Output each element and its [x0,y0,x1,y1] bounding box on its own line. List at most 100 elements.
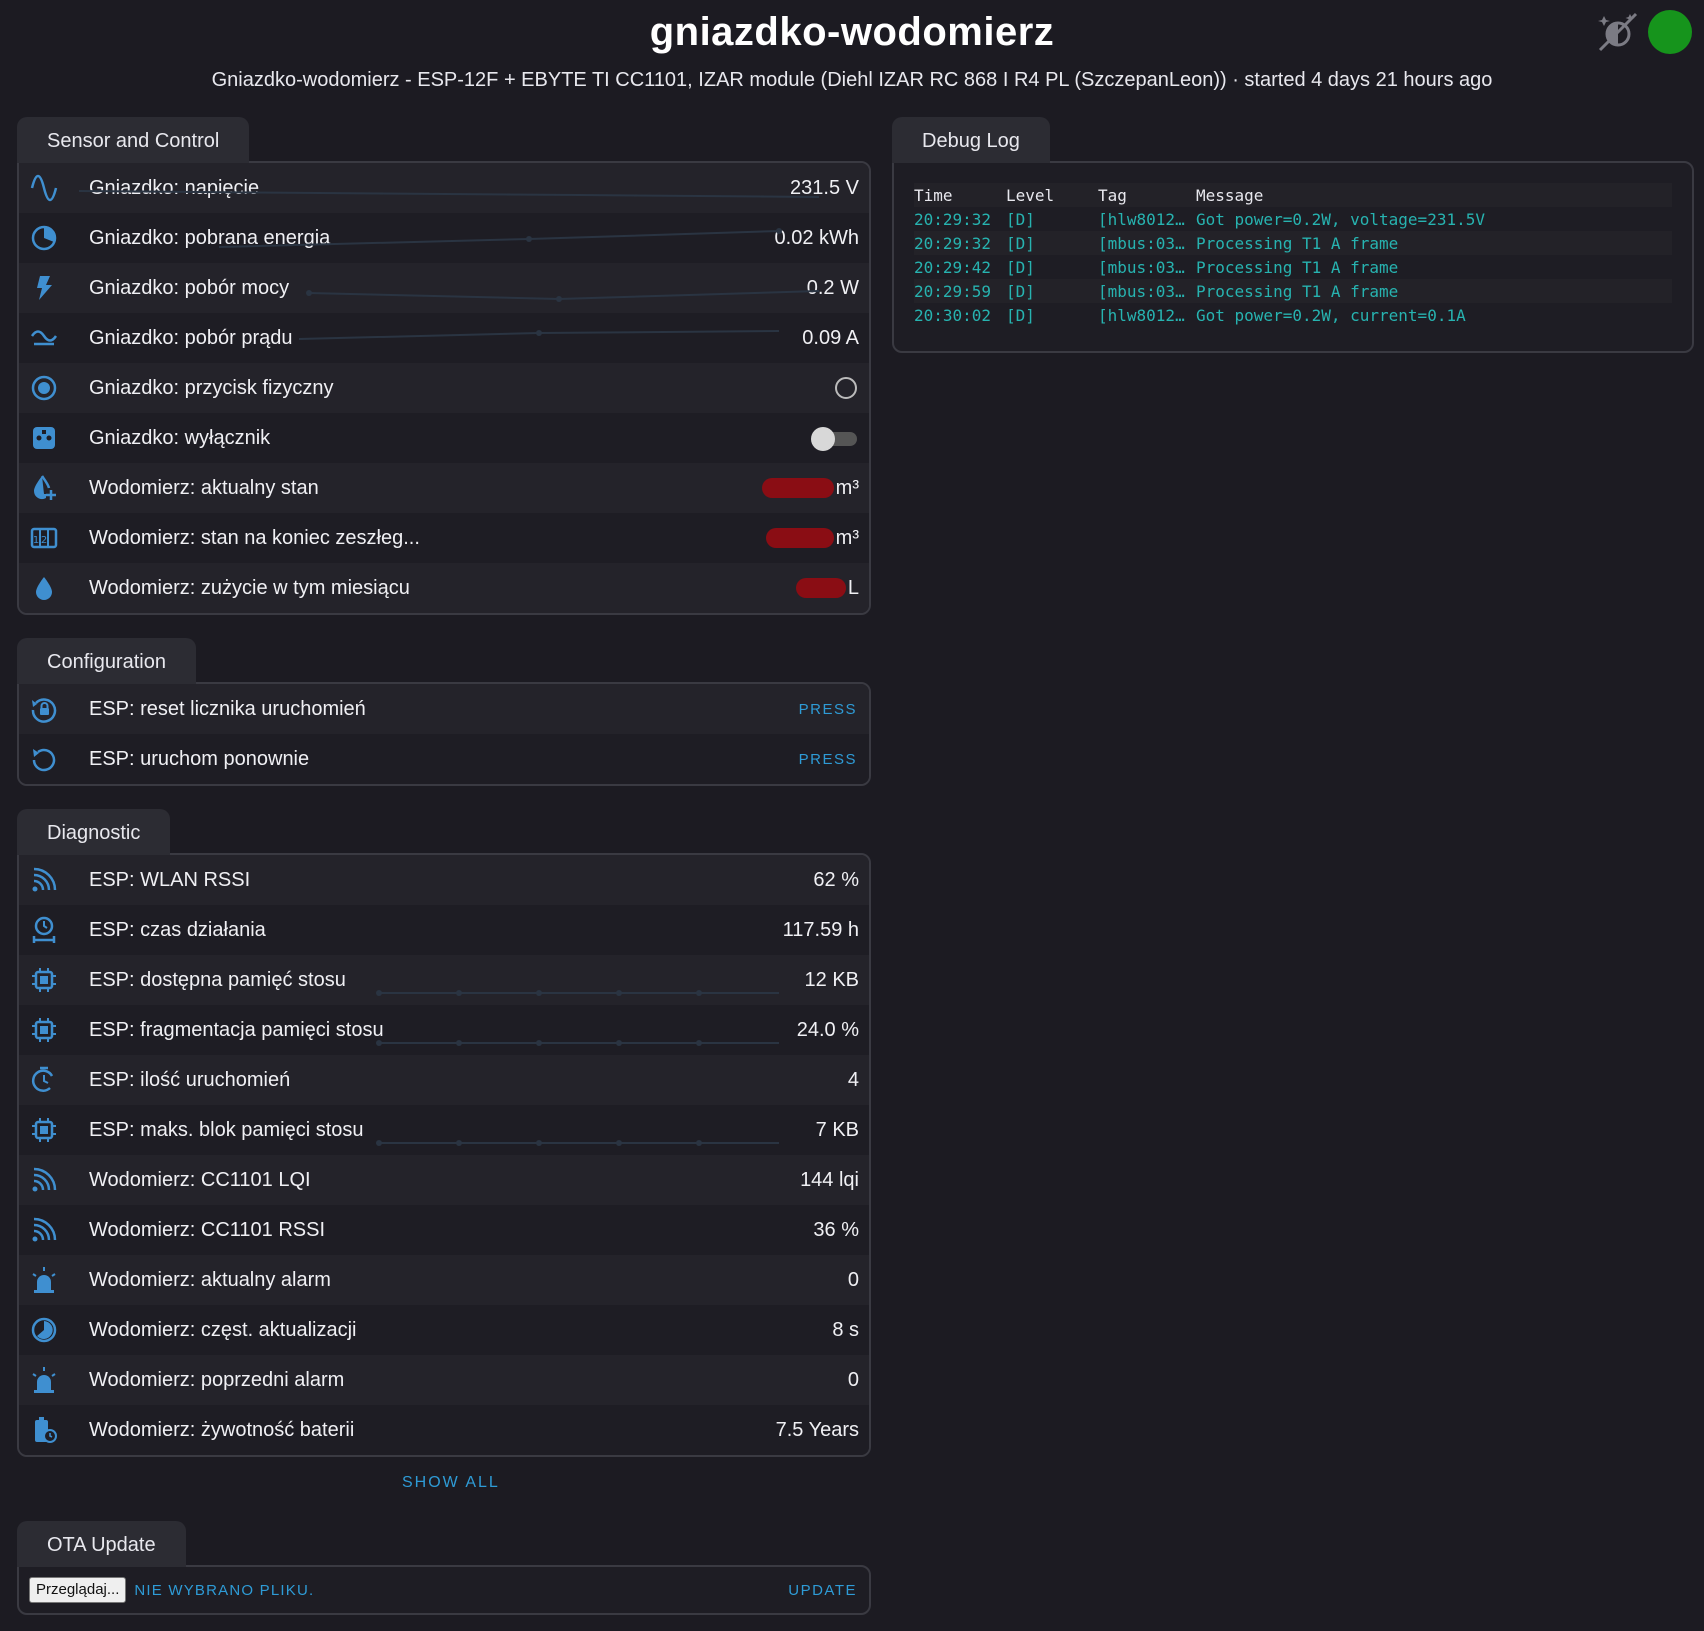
diagnostic-card: Diagnostic ESP: WLAN RSSI 62 % ESP: czas d… [17,809,871,1457]
redacted-value [765,528,834,548]
entity-value: 8 s [832,1318,859,1341]
log-time: 20:29:32 [914,209,992,229]
diagnostic-row[interactable]: Wodomierz: poprzedni alarm 0 [19,1355,869,1405]
diagnostic-row[interactable]: ESP: WLAN RSSI 62 % [19,855,869,905]
redacted-value [795,578,846,598]
entity-label: Gniazdko: pobór mocy [89,276,290,299]
entity-value: 231.5 V [790,176,859,199]
log-tag: [mbus:03… [1098,233,1185,253]
entity-label: Wodomierz: częst. aktualizacji [89,1318,357,1341]
no-file-selected-label: NIE WYBRANO PLIKU. [134,1581,315,1599]
log-level: [D] [1006,233,1035,253]
log-level: [D] [1006,209,1035,229]
entity-label: Wodomierz: poprzedni alarm [89,1368,345,1391]
update-button[interactable]: UPDATE [788,1581,857,1599]
diagnostic-row[interactable]: Wodomierz: żywotność baterii 7.5 Years [19,1405,869,1455]
log-tag: [mbus:03… [1098,281,1185,301]
debug-log-card: Debug Log Time Level Tag Message 20:29:3… [892,117,1694,353]
entity-label: Gniazdko: pobór prądu [89,326,293,349]
entity-value: 7.5 Years [775,1418,859,1441]
debug-log-table: Time Level Tag Message 20:29:32 [D] [hlw80… [914,183,1672,327]
chip-icon [29,1115,59,1145]
theme-toggle-icon[interactable] [1596,10,1640,54]
entity-row-voltage[interactable]: Gniazdko: napięcie 231.5 V [19,163,869,213]
power-socket-icon [29,423,59,453]
debug-log-panel: Time Level Tag Message 20:29:32 [D] [hlw80… [892,161,1694,353]
tab-configuration: Configuration [17,638,196,684]
press-button[interactable]: PRESS [798,750,857,768]
entity-label: Wodomierz: CC1101 LQI [89,1168,311,1191]
diagnostic-row[interactable]: Wodomierz: aktualny alarm 0 [19,1255,869,1305]
debug-log-row: 20:30:02 [D] [hlw8012… Got power=0.2W, curr… [914,303,1672,327]
entity-row-water-current[interactable]: Wodomierz: aktualny stan m³ [19,463,869,513]
diagnostic-row[interactable]: ESP: czas działania 117.59 h [19,905,869,955]
entity-label: Gniazdko: pobrana energia [89,226,331,249]
gauge-icon [29,223,59,253]
tab-sensor-control: Sensor and Control [17,117,250,163]
clock-icon [29,1315,59,1345]
tab-debug-log: Debug Log [892,117,1050,163]
entity-row-current[interactable]: Gniazdko: pobór prądu 0.09 A [19,313,869,363]
timer-refresh-icon [29,1065,59,1095]
chip-icon [29,965,59,995]
entity-label: Gniazdko: wyłącznik [89,426,271,449]
diagnostic-row[interactable]: ESP: maks. blok pamięci stosu 7 KB [19,1105,869,1155]
battery-clock-icon [29,1415,59,1445]
svg-text:1: 1 [33,535,39,546]
diagnostic-row[interactable]: ESP: fragmentacja pamięci stosu 24.0 % [19,1005,869,1055]
wifi-signal-icon [29,865,59,895]
press-button[interactable]: PRESS [798,700,857,718]
entity-label: ESP: czas działania [89,918,266,941]
column-message: Message [1196,185,1264,205]
entity-value: 62 % [813,868,859,891]
entity-label: Wodomierz: CC1101 RSSI [89,1218,326,1241]
column-time: Time [914,185,953,205]
log-level: [D] [1006,305,1035,325]
diagnostic-row[interactable]: ESP: dostępna pamięć stosu 12 KB [19,955,869,1005]
toggle-switch[interactable] [811,427,857,451]
debug-log-row: 20:29:59 [D] [mbus:03… Processing T1 A fram… [914,279,1672,303]
log-level: [D] [1006,281,1035,301]
entity-value: 7 KB [815,1118,859,1141]
page-title: gniazdko-wodomierz [649,10,1055,54]
binary-state-indicator [835,377,857,399]
browse-file-button[interactable]: Przeglądaj... [29,1577,127,1603]
log-level: [D] [1006,257,1035,277]
entity-value: 0.2 W [806,276,859,299]
entity-label: ESP: fragmentacja pamięci stosu [89,1018,384,1041]
entity-value: 0.02 kWh [774,226,859,249]
chip-icon [29,1015,59,1045]
entity-row-water-this-month[interactable]: Wodomierz: zużycie w tym miesiącu L [19,563,869,613]
diagnostic-row[interactable]: Wodomierz: CC1101 RSSI 36 % [19,1205,869,1255]
column-level: Level [1006,185,1055,205]
timer-icon [29,915,59,945]
ota-update-panel: Przeglądaj... NIE WYBRANO PLIKU. UPDATE [17,1565,871,1615]
tab-ota-update: OTA Update [17,1521,186,1567]
diagnostic-row[interactable]: Wodomierz: CC1101 LQI 144 lqi [19,1155,869,1205]
entity-value: 0 [847,1368,859,1391]
log-tag: [hlw8012… [1098,209,1185,229]
alarm-light-icon [29,1265,59,1295]
entity-label: Gniazdko: napięcie [89,176,260,199]
entity-unit: L [847,576,859,599]
diagnostic-row[interactable]: ESP: ilość uruchomień 4 [19,1055,869,1105]
diagnostic-panel: ESP: WLAN RSSI 62 % ESP: czas działania 117… [17,853,871,1457]
entity-row-power[interactable]: Gniazdko: pobór mocy 0.2 W [19,263,869,313]
debug-log-row: 20:29:42 [D] [mbus:03… Processing T1 A fram… [914,255,1672,279]
diagnostic-row[interactable]: Wodomierz: częst. aktualizacji 8 s [19,1305,869,1355]
sensor-control-panel: Gniazdko: napięcie 231.5 V Gniazdko: pob… [17,161,871,615]
entity-row-physical-button[interactable]: Gniazdko: przycisk fizyczny [19,363,869,413]
alarm-light-icon [29,1365,59,1395]
show-all-button[interactable]: SHOW ALL [402,1474,500,1491]
entity-row-energy[interactable]: Gniazdko: pobrana energia 0.02 kWh [19,213,869,263]
entity-unit: m³ [835,526,859,549]
entity-label: ESP: ilość uruchomień [89,1068,291,1091]
sensor-control-card: Sensor and Control Gniazdko: napięcie 23… [17,117,871,615]
page-subtitle: Gniazdko-wodomierz - ESP-12F + EBYTE TI … [211,69,1493,91]
configuration-card: Configuration ESP: reset licznika urucho… [17,638,871,786]
entity-label: ESP: WLAN RSSI [89,868,251,891]
entity-row-switch[interactable]: Gniazdko: wyłącznik [19,413,869,463]
log-time: 20:29:42 [914,257,992,277]
entity-row-restart: ESP: uruchom ponownie PRESS [19,734,869,784]
